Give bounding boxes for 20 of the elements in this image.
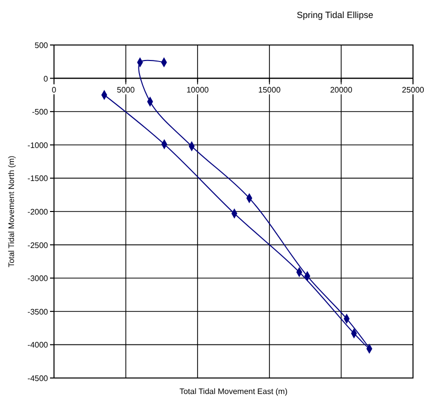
y-axis-title: Total Tidal Movement North (m) bbox=[7, 155, 16, 268]
chart-title: Spring Tidal Ellipse bbox=[296, 10, 374, 20]
y-tick-label: 500 bbox=[34, 41, 49, 50]
y-tick-label: -1000 bbox=[28, 140, 49, 150]
y-tick-label: -3500 bbox=[28, 307, 49, 316]
x-tick-label: 5000 bbox=[116, 85, 136, 94]
x-tick-label: 25000 bbox=[402, 85, 424, 94]
y-tick-label: -4500 bbox=[28, 374, 49, 383]
y-tick-label: 0 bbox=[44, 74, 49, 84]
y-tick-label: -3000 bbox=[28, 274, 49, 284]
x-axis-title: Total Tidal Movement East (m) bbox=[179, 387, 288, 396]
x-tick-label: 20000 bbox=[330, 85, 353, 94]
x-tick-label: 10000 bbox=[186, 85, 210, 94]
x-tick-label: 15000 bbox=[258, 85, 282, 94]
y-tick-label: -4000 bbox=[28, 340, 49, 350]
y-tick-label: -1500 bbox=[28, 174, 49, 184]
y-tick-label: -500 bbox=[32, 108, 49, 117]
y-tick-label: -2000 bbox=[28, 208, 49, 216]
x-tick-label: 0 bbox=[52, 85, 57, 94]
y-tick-label: -2500 bbox=[28, 240, 49, 250]
